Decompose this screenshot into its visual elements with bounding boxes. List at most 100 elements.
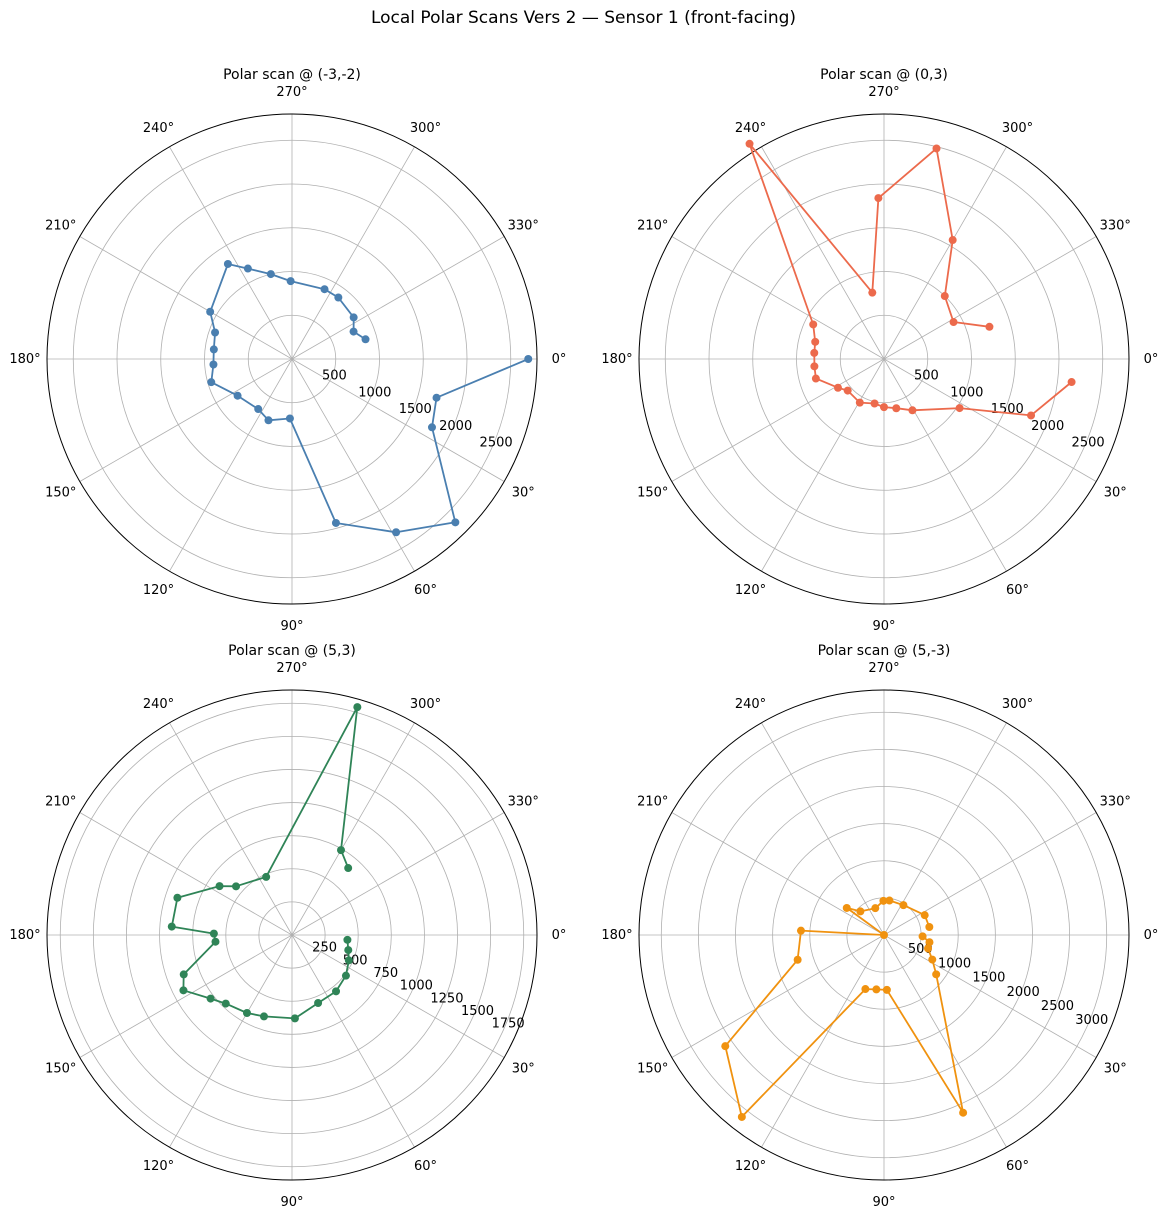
angular-gridline	[671, 236, 885, 360]
data-point	[796, 926, 805, 935]
data-point	[856, 907, 865, 916]
theta-tick-label: 270°	[276, 661, 307, 676]
data-point	[286, 277, 295, 286]
data-point	[331, 518, 340, 527]
data-point	[173, 893, 182, 902]
data-point	[262, 872, 271, 881]
data-point	[206, 307, 215, 316]
data-point	[211, 328, 220, 337]
theta-tick-label: 30°	[512, 486, 535, 501]
theta-tick-label: 0°	[552, 352, 567, 367]
data-point	[344, 946, 353, 955]
data-point	[223, 259, 232, 268]
r-tick-label: 1000	[358, 385, 391, 400]
theta-tick-label: 150°	[45, 486, 76, 501]
data-point	[207, 378, 216, 387]
data-point	[948, 236, 957, 245]
data-point	[918, 932, 927, 941]
data-point	[432, 393, 441, 402]
theta-tick-label: 0°	[1144, 928, 1159, 943]
angular-gridline	[883, 722, 1007, 936]
angular-gridline	[291, 812, 505, 936]
data-point	[524, 355, 533, 363]
theta-tick-label: 210°	[45, 219, 76, 234]
theta-tick-label: 90°	[872, 619, 895, 634]
r-tick-label: 1000	[938, 956, 971, 971]
angular-gridline	[79, 812, 293, 936]
theta-tick-label: 240°	[735, 697, 766, 712]
data-point	[925, 923, 934, 932]
angular-gridline	[291, 358, 505, 482]
data-point	[879, 896, 888, 905]
theta-tick-label: 90°	[872, 1195, 895, 1210]
angular-gridline	[291, 934, 505, 1058]
data-point	[882, 985, 891, 994]
theta-tick-label: 30°	[512, 1062, 535, 1077]
polar-panel-4: 0° 30° 60° 90° 120° 150° 180° 210° 240° 270° 300° 3…	[601, 643, 1158, 1210]
data-point	[209, 360, 218, 369]
theta-tick-label: 150°	[637, 486, 668, 501]
theta-tick-label: 300°	[410, 697, 441, 712]
data-point	[221, 999, 230, 1008]
data-point	[855, 398, 864, 407]
data-point	[209, 929, 218, 938]
r-tick-label: 2000	[1031, 419, 1064, 434]
r-tick-label: 2500	[480, 436, 513, 451]
data-point	[167, 922, 176, 931]
theta-tick-label: 60°	[1006, 1159, 1029, 1174]
data-point	[811, 374, 820, 383]
theta-tick-label: 60°	[1006, 583, 1029, 598]
data-point	[924, 944, 933, 953]
data-point	[721, 1042, 730, 1051]
angular-gridline	[291, 358, 415, 572]
angular-gridline	[79, 236, 293, 360]
r-tick-label: 1250	[430, 991, 463, 1006]
theta-tick-label: 0°	[552, 928, 567, 943]
angular-gridline	[291, 146, 415, 360]
data-point	[332, 987, 341, 996]
data-point	[908, 406, 917, 415]
data-point	[179, 970, 188, 979]
polar-frame	[638, 689, 1130, 1181]
data-point	[353, 703, 362, 712]
data-point	[880, 403, 888, 412]
angular-gridline	[761, 358, 885, 572]
r-tick-label: 1000	[400, 979, 433, 994]
series-line	[724, 899, 964, 1118]
angular-gridline	[883, 934, 1097, 1058]
data-point	[233, 391, 242, 400]
data-point	[334, 293, 343, 302]
theta-tick-label: 30°	[1104, 486, 1127, 501]
data-point	[872, 985, 881, 994]
theta-tick-label: 210°	[637, 795, 668, 810]
theta-tick-label: 330°	[1100, 795, 1131, 810]
theta-tick-label: 330°	[508, 219, 539, 234]
theta-tick-label: 300°	[410, 121, 441, 136]
angular-gridline	[761, 146, 885, 360]
data-point	[810, 362, 819, 371]
theta-tick-label: 60°	[414, 1159, 437, 1174]
polar-frame	[46, 689, 538, 1181]
theta-tick-label: 120°	[735, 583, 766, 598]
subplot-title: Polar scan @ (-3,-2)	[223, 67, 361, 83]
data-point	[392, 528, 401, 537]
data-point	[899, 901, 908, 910]
data-point	[892, 404, 901, 413]
data-point	[243, 264, 252, 273]
r-tick-label: 250	[312, 941, 337, 956]
data-point	[843, 386, 852, 395]
theta-tick-label: 300°	[1002, 121, 1033, 136]
theta-tick-label: 180°	[601, 352, 632, 367]
theta-tick-label: 210°	[637, 219, 668, 234]
data-point	[341, 971, 350, 980]
theta-tick-label: 120°	[143, 583, 174, 598]
data-point	[885, 896, 894, 905]
theta-tick-label: 180°	[9, 928, 40, 943]
r-tick-label: 1500	[399, 402, 432, 417]
r-tick-label: 1500	[972, 971, 1005, 986]
polar-panel-1: 0° 30° 60° 90° 120° 150° 180° 210° 240° 270° 300° 3…	[9, 67, 566, 634]
angular-gridline	[169, 934, 293, 1148]
data-point	[242, 1008, 251, 1017]
polar-panel-3: 0° 30° 60° 90° 120° 150° 180° 210° 240° 270° 300° 3…	[9, 643, 566, 1210]
